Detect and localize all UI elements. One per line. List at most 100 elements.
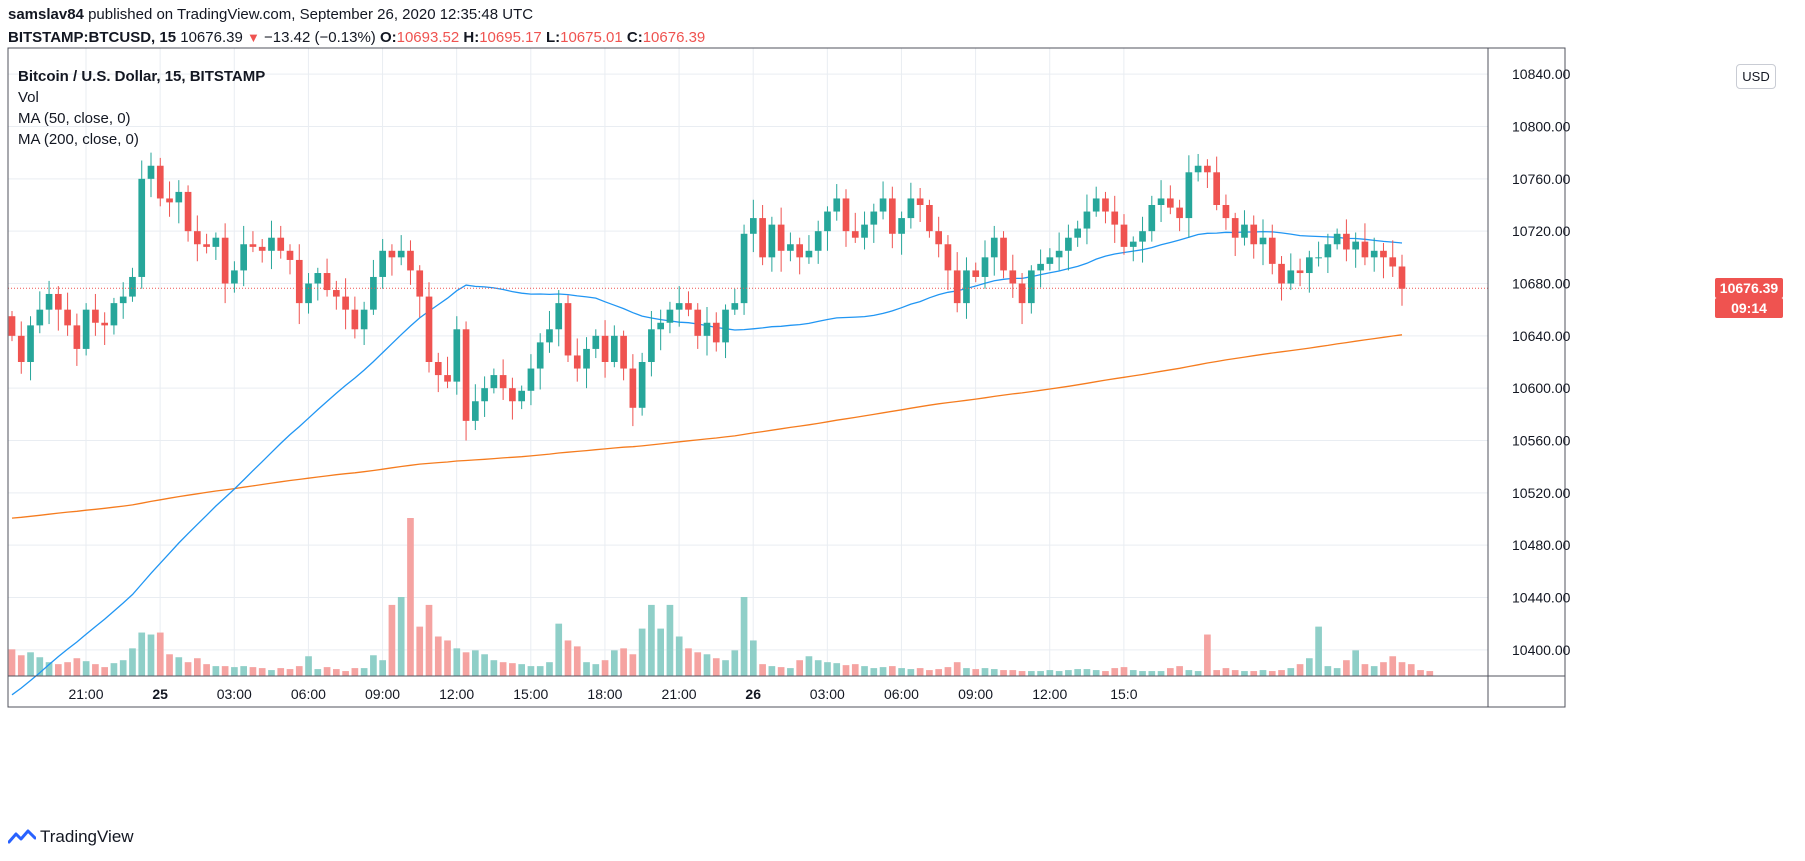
volume-bar	[1120, 667, 1128, 676]
volume-bar	[1324, 666, 1332, 676]
candle-body	[481, 388, 488, 402]
time-tick-label: 25	[152, 686, 168, 702]
volume-bar	[629, 654, 637, 676]
close-value: 10676.39	[642, 29, 706, 46]
candle-body	[870, 211, 878, 225]
candle-body	[620, 335, 627, 369]
candle-body	[305, 283, 312, 304]
volume-bar	[935, 669, 943, 676]
volume-bar	[898, 668, 905, 676]
time-tick-label: 21:00	[662, 686, 697, 702]
candle-body	[907, 198, 915, 219]
candle-body	[805, 250, 813, 258]
volume-bar	[1194, 671, 1202, 676]
candle-body	[1213, 172, 1221, 205]
candle-body	[1361, 241, 1369, 258]
volume-bar	[1037, 671, 1044, 676]
legend-title[interactable]: Bitcoin / U.S. Dollar, 15, BITSTAMP	[18, 68, 266, 85]
volume-bar	[397, 597, 405, 676]
volume-bar	[1213, 670, 1221, 676]
candle-body	[370, 276, 377, 310]
candle-body	[8, 316, 16, 336]
price-tick-label: 10480.00	[1512, 537, 1571, 553]
legend-volume[interactable]: Vol	[18, 89, 39, 106]
volume-bar	[610, 650, 618, 676]
volume-bar	[833, 663, 841, 676]
price-change: −13.42 (−0.13%)	[264, 29, 376, 46]
volume-bar	[731, 650, 739, 676]
price-tick-label: 10680.00	[1512, 276, 1571, 292]
candle-body	[444, 375, 451, 382]
candle-body	[685, 303, 692, 310]
author-name[interactable]: samslav84	[8, 6, 84, 23]
legend-ma50[interactable]: MA (50, close, 0)	[18, 110, 131, 127]
volume-bar	[268, 670, 275, 676]
volume-bar	[1018, 671, 1026, 676]
volume-bar	[916, 668, 924, 676]
volume-bar	[926, 670, 933, 676]
volume-bar	[740, 597, 748, 676]
volume-bar	[527, 666, 535, 676]
candle-body	[898, 218, 905, 234]
low-label: L:	[545, 29, 561, 46]
volume-bar	[231, 667, 238, 676]
candle-body	[740, 233, 748, 304]
volume-bar	[1204, 634, 1211, 676]
time-tick-label: 21:00	[68, 686, 103, 702]
volume-bar	[601, 660, 609, 676]
volume-bar	[444, 640, 451, 676]
candle-body	[879, 198, 887, 212]
volume-bar	[963, 668, 970, 676]
volume-bar	[777, 667, 785, 676]
candle-body	[147, 165, 155, 179]
volume-bar	[657, 628, 665, 676]
time-tick-label: 15:0	[1110, 686, 1137, 702]
currency-button[interactable]: USD	[1736, 64, 1776, 89]
candle-body	[703, 322, 711, 336]
candle-body	[1037, 263, 1044, 271]
candle-body	[536, 342, 544, 369]
volume-bar	[323, 667, 331, 676]
volume-bar	[1000, 670, 1007, 676]
candle-body	[1009, 270, 1017, 284]
symbol-label: BITSTAMP:BTCUSD, 15	[8, 29, 177, 46]
volume-bar	[249, 667, 257, 676]
candle-body	[1065, 237, 1072, 251]
candle-body	[82, 309, 90, 349]
price-tick-label: 10840.00	[1512, 66, 1571, 82]
volume-bar	[379, 660, 387, 676]
candle-body	[73, 325, 81, 349]
legend-ma200[interactable]: MA (200, close, 0)	[18, 131, 139, 148]
volume-bar	[564, 640, 572, 676]
volume-bar	[82, 661, 90, 676]
volume-bar	[1417, 670, 1424, 676]
tradingview-logo[interactable]: TradingView	[7, 827, 134, 847]
candle-body	[1231, 218, 1239, 238]
candle-body	[888, 198, 896, 234]
time-tick-label: 12:00	[439, 686, 474, 702]
volume-bar	[462, 652, 470, 676]
candle-body	[1398, 266, 1406, 289]
price-axis[interactable]: 10400.00 10440.00 10480.00 10520.00 10560.00…	[1512, 66, 1571, 658]
candle-body	[1092, 198, 1100, 212]
candle-body	[555, 303, 563, 330]
volume-bar	[1176, 666, 1183, 676]
candle-body	[944, 244, 952, 271]
ma50-line	[11, 230, 1403, 696]
candle-body	[1278, 263, 1285, 284]
time-axis[interactable]: 21:00 25 03:00 06:00 09:00 12:00 15:00 18:00 21:…	[68, 686, 1137, 702]
volume-bar	[1055, 671, 1063, 676]
publish-text: published on TradingView.com, September …	[88, 6, 534, 23]
price-tick-label: 10440.00	[1512, 590, 1571, 606]
volume-bar	[1009, 670, 1017, 676]
candle-body	[1287, 270, 1295, 284]
candle-body	[1176, 207, 1183, 219]
candle-body	[1305, 257, 1313, 274]
volume-bar	[953, 662, 961, 676]
candle-body	[17, 335, 25, 362]
volume-bar	[518, 664, 526, 676]
volume-bar	[1157, 671, 1165, 676]
candle-body	[1241, 224, 1248, 238]
candle-body	[916, 198, 924, 205]
